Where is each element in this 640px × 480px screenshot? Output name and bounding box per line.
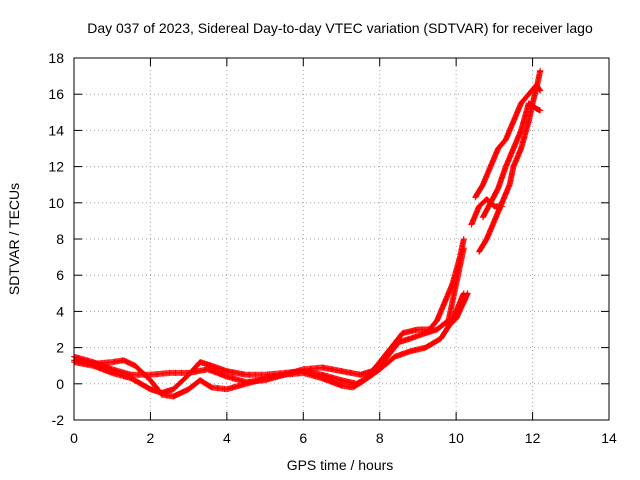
y-tick-label: 12 bbox=[48, 159, 64, 175]
scatter-points bbox=[445, 290, 471, 329]
series-track-7 bbox=[472, 82, 544, 201]
y-tick-label: 10 bbox=[48, 195, 64, 211]
x-tick-label: 4 bbox=[223, 430, 231, 446]
y-tick-label: 8 bbox=[56, 231, 64, 247]
grid-layer bbox=[74, 58, 609, 420]
y-axis-label: SDTVAR / TECUs bbox=[6, 183, 22, 295]
y-tick-label: 6 bbox=[56, 267, 64, 283]
x-tick-labels: 0 2 4 6 8 10 12 14 bbox=[70, 430, 617, 446]
series-track-4 bbox=[445, 290, 471, 329]
y-tick-label: 16 bbox=[48, 86, 64, 102]
y-tick-label: 14 bbox=[48, 122, 64, 138]
scatter-points bbox=[476, 67, 544, 255]
x-tick-label: 6 bbox=[299, 430, 307, 446]
scatter-points bbox=[71, 290, 467, 400]
x-tick-label: 12 bbox=[525, 430, 541, 446]
y-tick-label: 18 bbox=[48, 50, 64, 66]
y-tick-label: 2 bbox=[56, 340, 64, 356]
series-track-3 bbox=[71, 290, 467, 400]
x-tick-label: 0 bbox=[70, 430, 78, 446]
x-tick-label: 10 bbox=[448, 430, 464, 446]
scatter-points bbox=[468, 196, 505, 228]
series-track-8 bbox=[468, 196, 505, 228]
x-tick-label: 2 bbox=[147, 430, 155, 446]
y-tick-label: 4 bbox=[56, 303, 64, 319]
x-axis-label: GPS time / hours bbox=[287, 457, 394, 473]
x-tick-label: 14 bbox=[601, 430, 617, 446]
y-tick-labels: -2 0 2 4 6 8 10 12 14 16 18 bbox=[48, 50, 64, 428]
scatter-points bbox=[472, 82, 544, 201]
data-marks bbox=[71, 67, 544, 400]
y-tick-label: -2 bbox=[52, 412, 65, 428]
y-tick-label: 0 bbox=[56, 376, 64, 392]
plot-frame bbox=[73, 57, 610, 421]
series-track-5 bbox=[476, 67, 544, 255]
chart-title: Day 037 of 2023, Sidereal Day-to-day VTE… bbox=[87, 20, 593, 36]
x-tick-label: 8 bbox=[376, 430, 384, 446]
